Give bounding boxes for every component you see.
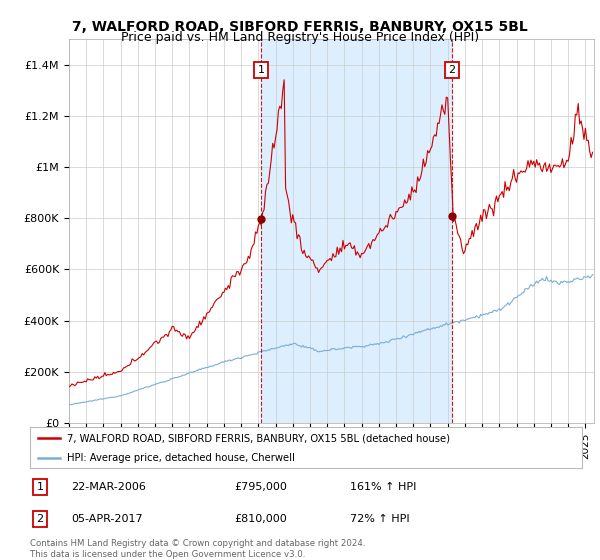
Text: 7, WALFORD ROAD, SIBFORD FERRIS, BANBURY, OX15 5BL (detached house): 7, WALFORD ROAD, SIBFORD FERRIS, BANBURY… [67,433,450,443]
Text: 2: 2 [37,514,43,524]
Text: £810,000: £810,000 [234,514,287,524]
Text: 1: 1 [37,482,43,492]
Text: 1: 1 [258,65,265,75]
Text: Price paid vs. HM Land Registry's House Price Index (HPI): Price paid vs. HM Land Registry's House … [121,31,479,44]
Text: 2: 2 [448,65,455,75]
Text: 22-MAR-2006: 22-MAR-2006 [71,482,146,492]
Bar [261,39,452,423]
Text: HPI: Average price, detached house, Cherwell: HPI: Average price, detached house, Cher… [67,452,295,463]
Text: 7, WALFORD ROAD, SIBFORD FERRIS, BANBURY, OX15 5BL: 7, WALFORD ROAD, SIBFORD FERRIS, BANBURY… [72,20,528,34]
Text: Contains HM Land Registry data © Crown copyright and database right 2024.
This d: Contains HM Land Registry data © Crown c… [30,539,365,559]
Text: 05-APR-2017: 05-APR-2017 [71,514,143,524]
Text: 72% ↑ HPI: 72% ↑ HPI [350,514,410,524]
Text: £795,000: £795,000 [234,482,287,492]
Text: 161% ↑ HPI: 161% ↑ HPI [350,482,416,492]
